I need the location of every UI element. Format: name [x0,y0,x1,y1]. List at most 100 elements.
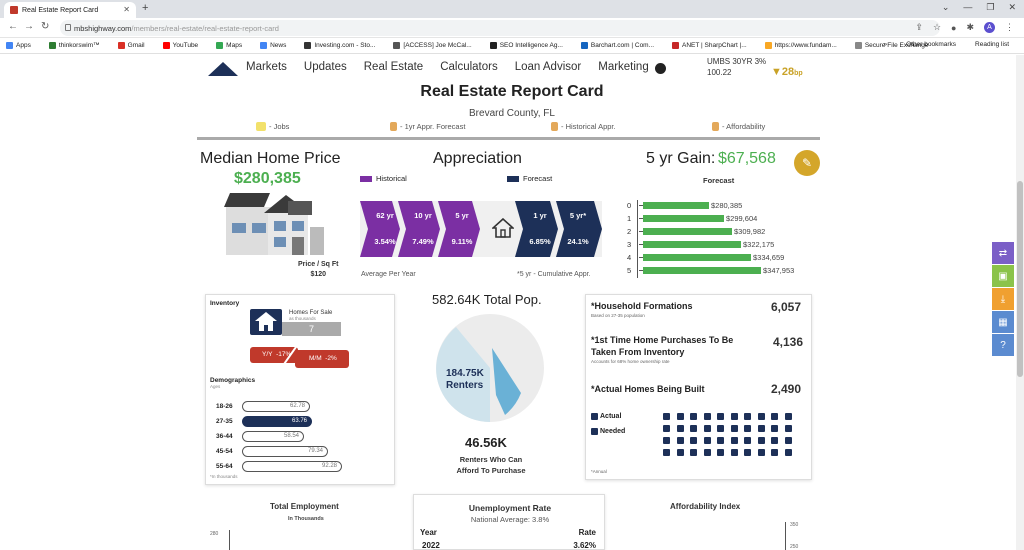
bookmark-access[interactable]: [ACCESS] Joe McCal... [393,42,480,49]
site-nav: Markets Updates Real Estate Calculators … [0,55,1024,82]
home-square [690,449,697,456]
star-icon[interactable]: ☆ [932,22,942,32]
url-path: /members/real-estate/real-estate-report-… [131,23,279,33]
bookmark-seo[interactable]: SEO Intelligence Ag... [489,42,572,49]
hist-period-10yr: 10 yr [414,211,432,220]
hist-period-62yr: 62 yr [376,211,394,220]
restore-icon[interactable]: ❐ [986,2,995,12]
bookmark-barchart[interactable]: Barchart.com | Com... [580,42,663,49]
employment-subtitle: In Thousands [288,516,324,522]
header-divider [197,137,820,140]
mbs-ticker[interactable]: UMBS 30YR 3% 100.22 ▼28bp [707,56,803,78]
browser-tab[interactable]: Real Estate Report Card ✕ [4,2,136,18]
share-arrows-icon[interactable]: ⇄ [992,242,1014,264]
inventory-footnote: *In thousands [210,474,238,479]
page-scrollbar[interactable] [1016,55,1024,550]
edit-pencil-icon[interactable]: ✎ [794,150,820,176]
home-square [717,449,724,456]
extension-icon[interactable]: ● [951,22,957,33]
side-toolbar: ⇄ ▣ ⤓ ▦ ? [992,242,1014,357]
bookmark-apps[interactable]: Apps [6,42,40,49]
home-square [784,413,792,420]
url-field[interactable]: mbshighway.com/members/real-estate/real-… [60,20,940,36]
nav-calculators[interactable]: Calculators [440,61,498,73]
close-tab-icon[interactable]: ✕ [123,5,130,14]
nav-updates[interactable]: Updates [303,61,347,73]
close-window-icon[interactable]: ✕ [1008,2,1016,12]
forecast-bar [643,267,761,274]
profile-avatar[interactable]: A [984,22,995,33]
grid-icon[interactable]: ▦ [992,311,1014,333]
bookmark-fundam[interactable]: https://www.fundam... [764,42,846,49]
age-row: 55-64 92.28 [216,460,342,472]
bookmark-maps[interactable]: Maps [216,42,251,49]
affordability-tick-1: 350 [790,522,799,528]
home-square [676,413,684,420]
reload-icon[interactable]: ↻ [41,21,50,32]
home-square [771,437,778,444]
download-icon[interactable]: ⤓ [992,288,1014,310]
forecast-value-label: $322,175 [743,240,775,249]
nav-markets[interactable]: Markets [246,61,287,73]
lock-icon [65,24,71,31]
forecast-value-label: $309,982 [734,227,766,236]
main-menu: Markets Updates Real Estate Calculators … [246,61,649,73]
unemployment-title: Unemployment Rate [468,503,552,513]
bookmark-youtube[interactable]: YouTube [162,42,208,49]
back-icon[interactable]: ← [8,21,18,32]
scrollbar-thumb[interactable] [1017,181,1023,377]
forecast-bar [643,254,751,261]
bookmark-news[interactable]: News [260,42,295,49]
household-footnote: *Annual [591,469,607,474]
renters-pie [436,314,544,422]
forecast-year-label: 4 [627,253,632,262]
bookmark-investing[interactable]: Investing.com - Sto... [304,42,384,49]
bookmark-secure-file[interactable]: Secure File Exchange [854,42,938,49]
home-square [784,425,792,432]
home-square [784,449,792,456]
home-square [663,413,670,420]
median-title: Median Home Price [200,150,341,167]
demographics-title: Demographics Ages [210,377,256,389]
inventory-title: Inventory [210,300,240,307]
minimize-icon[interactable]: — [963,2,973,12]
address-bar-row: ← → ↻ mbshighway.com/members/real-estate… [0,18,1024,38]
affordability-tick-2: 250 [790,544,799,550]
bookmark-thinkorswim[interactable]: thinkorswim™ [48,42,109,49]
hist-value-10yr: 7.49% [412,237,434,246]
site-logo[interactable] [208,62,238,76]
chevron-down-icon[interactable]: ⌄ [941,2,950,12]
bookmark-gmail[interactable]: Gmail [117,42,154,49]
legend-forecast-series: Forecast [507,174,552,183]
age-row: 36-44 58.54 [216,430,304,442]
nav-marketing[interactable]: Marketing [598,61,649,73]
reading-list[interactable]: Reading list [975,41,1009,48]
save-icon[interactable]: ▣ [992,265,1014,287]
alert-bomb-icon[interactable] [655,63,666,74]
forecast-year-label: 5 [627,266,632,275]
bookmarks-overflow[interactable]: » [883,41,888,48]
home-square [676,437,684,444]
rate-header: Rate [578,528,596,537]
help-video-icon[interactable]: ? [992,334,1014,356]
fc-period-1yr: 1 yr [533,211,547,220]
menu-icon[interactable]: ⋮ [1005,22,1014,32]
gain-value: $67,568 [718,150,776,167]
bookmark-anet[interactable]: ANET | SharpChart |... [672,42,756,49]
share-icon[interactable]: ⇪ [915,22,923,32]
nav-real-estate[interactable]: Real Estate [363,61,424,73]
puzzle-icon[interactable]: ✱ [966,22,974,32]
nav-loan-advisor[interactable]: Loan Advisor [514,61,582,73]
forward-icon[interactable]: → [24,21,34,32]
ticker-name: UMBS 30YR 3% [707,57,767,66]
home-square [730,425,738,432]
forecast-value-label: $280,385 [711,201,743,210]
homes-for-sale-value: 7 [282,322,341,336]
home-square [717,413,724,420]
other-bookmarks[interactable]: Other bookmarks [906,41,957,48]
forecast-year-label: 1 [627,214,632,223]
affordability-axis [785,522,786,550]
site-favicon-icon [10,6,18,14]
bookmarks-bar: Apps thinkorswim™ Gmail YouTube Maps New… [0,38,1024,54]
new-tab-icon[interactable]: + [142,2,149,14]
